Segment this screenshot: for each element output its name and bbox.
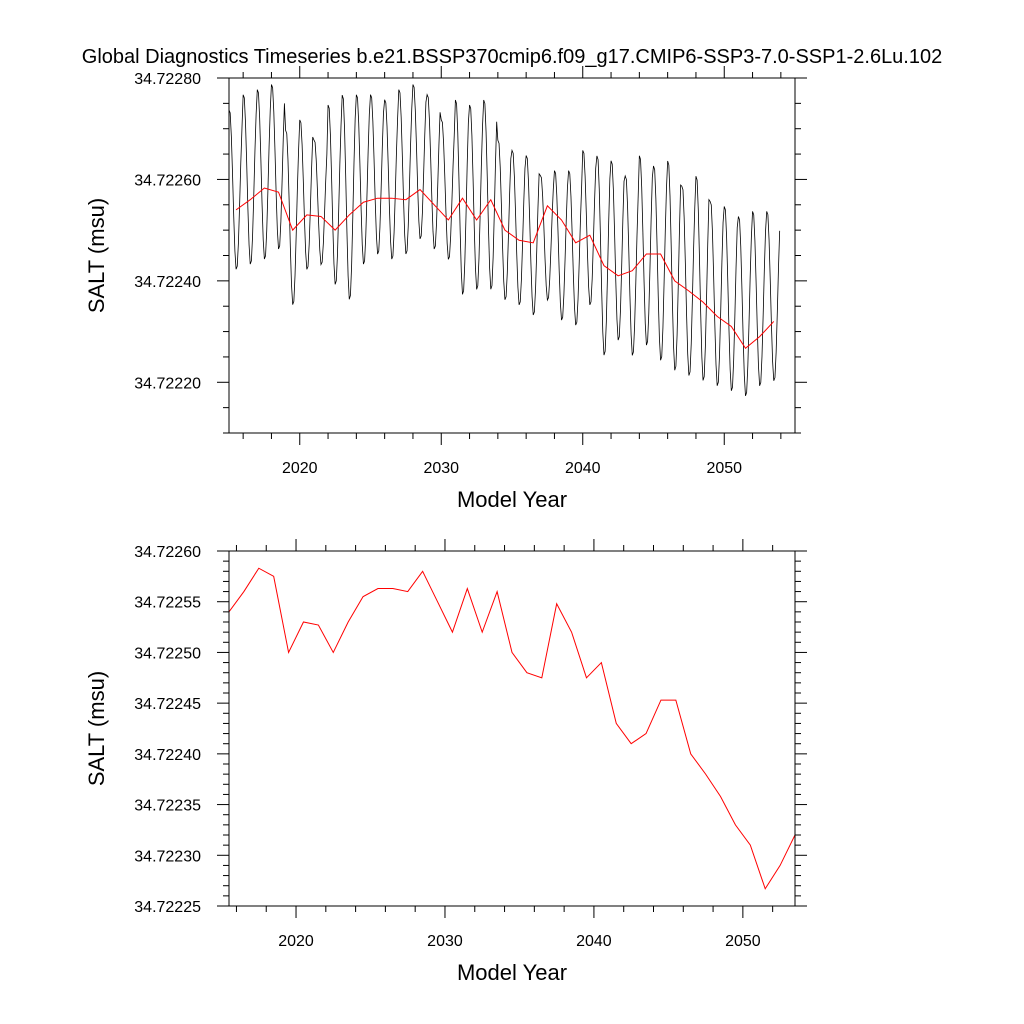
y-axis-label: SALT (msu) [84, 198, 109, 313]
x-axis-label: Model Year [457, 487, 567, 512]
bottom-panel: 2020 2030 2040 2050 34.72225 34.72230 34.72235… [84, 539, 807, 985]
monthly-salt-line [229, 84, 781, 397]
y-tick-label: 34.72235 [134, 798, 201, 815]
plot-frame [228, 550, 796, 907]
y-tick-label: 34.72240 [134, 274, 201, 291]
y-tick-label: 34.72260 [134, 172, 201, 189]
y-tick-label: 34.72225 [134, 899, 201, 916]
x-tick-label: 2030 [427, 933, 463, 950]
x-tick-label: 2040 [565, 460, 601, 477]
y-tick-label: 34.72230 [134, 848, 201, 865]
x-tick-label: 2020 [282, 460, 318, 477]
figure-title: Global Diagnostics Timeseries b.e21.BSSP… [82, 46, 942, 68]
y-tick-label: 34.72260 [134, 544, 201, 561]
y-tick-label: 34.72255 [134, 595, 201, 612]
y-tick-label: 34.72280 [134, 71, 201, 88]
x-tick-label: 2030 [423, 460, 459, 477]
x-tick-label: 2020 [278, 933, 314, 950]
x-axis-label: Model Year [457, 960, 567, 985]
y-axis-label: SALT (msu) [84, 671, 109, 786]
x-tick-label: 2050 [725, 933, 761, 950]
y-tick-label: 34.72250 [134, 645, 201, 662]
annual-salt-line [235, 187, 775, 350]
annual-salt-line [229, 567, 795, 890]
y-tick-label: 34.72220 [134, 375, 201, 392]
x-tick-label: 2040 [576, 933, 612, 950]
top-panel: 2020 2030 2040 2050 34.72220 34.72240 34.72260… [84, 66, 807, 512]
y-tick-label: 34.72245 [134, 696, 201, 713]
y-tick-label: 34.72240 [134, 747, 201, 764]
x-tick-label: 2050 [706, 460, 742, 477]
